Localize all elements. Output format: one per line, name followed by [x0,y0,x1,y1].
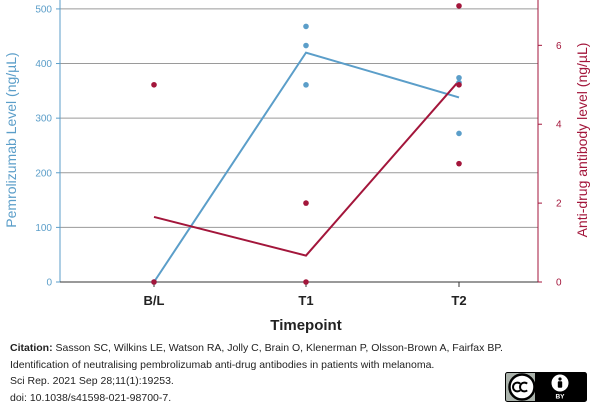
citation-journal: Sci Rep. 2021 Sep 28;11(1):19253. [10,375,174,387]
point-left-T1-2 [303,42,309,49]
point-right-T1-2 [303,200,309,206]
chart: 0 100 200 300 400 500 0 2 4 6 B/L T1 T2 Timepoint Pe… [3,0,590,334]
point-right-B/L-1 [151,279,157,285]
tick-label-left-200: 200 [35,168,52,179]
tick-labels: 0 100 200 300 400 500 0 2 4 6 B/L T1 T2 [35,4,562,308]
tick-label-right-4: 4 [556,120,562,131]
x-axis-label: Timepoint [270,317,341,334]
point-left-T2-4 [456,74,462,81]
series-line-left [153,51,460,283]
point-left-T1-1 [303,23,309,30]
y-axis-right-label: Anti-drug antibody level (ng/µL) [574,43,590,238]
tick-label-left-400: 400 [35,59,52,70]
grid-lines [60,8,538,283]
tick-label-right-6: 6 [556,41,562,52]
point-right-B/L-0 [151,81,157,88]
citation-block: Citation: Sasson SC, Wilkins LE, Watson … [10,340,503,406]
point-right-T2-4 [456,3,462,9]
citation-authors: Sasson SC, Wilkins LE, Watson RA, Jolly … [55,342,503,354]
point-right-T2-6 [456,160,462,167]
x-tick-label-T1: T1 [298,293,313,308]
creative-commons-by-badge[interactable]: BY [505,372,587,402]
citation-title: Identification of neutralising pembroliz… [10,358,435,371]
tick-label-left-0: 0 [46,278,52,289]
tick-label-left-500: 500 [35,4,52,15]
point-left-T2-6 [456,130,462,137]
point-right-T1-3 [303,279,309,285]
tick-label-right-0: 0 [556,278,562,289]
license-by-text: BY [555,394,565,401]
citation-doi: doi: 10.1038/s41598-021-98700-7. [10,391,172,404]
tick-label-right-2: 2 [556,199,562,210]
point-right-T2-5 [456,81,462,88]
citation-label: Citation: [10,342,53,354]
tick-label-left-300: 300 [35,114,52,125]
series-points [151,3,462,285]
series-lines [153,51,460,283]
y-axis-left-label: Pemrolizumab Level (ng/µL) [3,52,19,227]
creative-commons-by-icon [508,373,536,401]
axes [56,0,542,287]
x-tick-label-T2: T2 [451,293,466,308]
tick-label-left-100: 100 [35,223,52,234]
attribution-person-icon [551,374,569,392]
x-tick-label-B/L: B/L [144,293,165,308]
citation-line-1: Citation: Sasson SC, Wilkins LE, Watson … [10,340,503,357]
point-left-T1-3 [303,82,309,88]
series-line-right [153,80,460,257]
